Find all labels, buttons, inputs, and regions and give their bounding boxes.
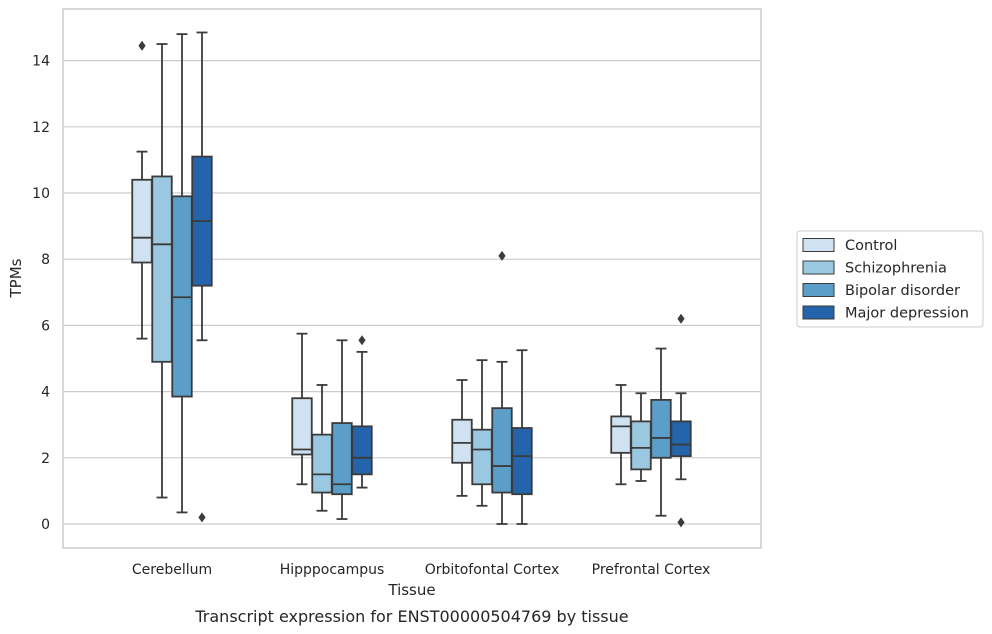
box-2-1 xyxy=(471,359,493,507)
plot-frame xyxy=(62,8,762,549)
box-0-2 xyxy=(171,33,193,514)
box-iqr xyxy=(451,418,473,464)
x-tick-label: Hipppocampus xyxy=(280,562,385,578)
box-iqr xyxy=(630,420,652,471)
legend-swatch xyxy=(802,283,835,297)
x-tick-label: Orbitofontal Cortex xyxy=(425,562,560,578)
legend-label: Major depression xyxy=(845,306,969,322)
y-tick-label-2: 2 xyxy=(41,451,50,467)
legend-label: Control xyxy=(845,238,897,254)
box-iqr xyxy=(291,397,313,456)
legend-items: Control Schizophrenia Bipolar disorder Majo… xyxy=(802,238,969,322)
box-iqr xyxy=(511,427,533,496)
outlier-point xyxy=(498,250,506,261)
box-0-0 xyxy=(131,40,153,340)
box-1-1 xyxy=(311,384,333,512)
box-iqr xyxy=(650,398,672,459)
box-iqr xyxy=(151,175,173,363)
y-axis-ticks: 0 2 4 6 8 10 12 14 xyxy=(32,54,50,533)
box-iqr xyxy=(610,415,632,454)
box-plot-series xyxy=(131,31,692,528)
legend: Control Schizophrenia Bipolar disorder Majo… xyxy=(796,230,984,328)
outlier-point xyxy=(358,335,366,346)
legend-swatch xyxy=(802,260,835,275)
box-iqr xyxy=(471,428,493,486)
box-2-3 xyxy=(511,349,533,525)
box-iqr xyxy=(491,407,513,494)
y-tick-label-0: 0 xyxy=(41,517,50,533)
x-tick-label: Prefrontal Cortex xyxy=(592,562,711,578)
y-tick-label-8: 8 xyxy=(41,252,50,268)
box-3-0 xyxy=(610,384,632,486)
y-tick-label-12: 12 xyxy=(32,120,50,136)
x-axis-label: Tissue xyxy=(387,581,435,599)
y-tick-label-6: 6 xyxy=(41,318,50,334)
box-iqr xyxy=(351,425,373,476)
legend-label: Bipolar disorder xyxy=(845,283,960,299)
box-1-3 xyxy=(351,335,373,489)
box-iqr xyxy=(311,433,333,494)
y-tick-label-10: 10 xyxy=(32,186,50,202)
box-iqr xyxy=(670,420,692,458)
legend-frame xyxy=(796,230,984,328)
box-3-1 xyxy=(630,392,652,482)
legend-label: Schizophrenia xyxy=(845,261,947,277)
box-iqr xyxy=(131,178,153,264)
chart-caption: Transcript expression for ENST0000050476… xyxy=(194,607,628,626)
box-0-1 xyxy=(151,43,173,499)
outlier-point xyxy=(677,517,685,528)
legend-swatch xyxy=(802,305,835,320)
legend-swatch xyxy=(802,238,835,252)
box-3-3 xyxy=(670,313,692,528)
y-tick-label-4: 4 xyxy=(41,385,50,401)
box-3-2 xyxy=(650,347,672,517)
x-axis-ticks: Cerebellum Hipppocampus Orbitofontal Corte… xyxy=(132,562,710,578)
box-1-0 xyxy=(291,332,313,486)
outlier-point xyxy=(198,512,206,523)
box-0-3 xyxy=(191,31,213,523)
y-axis-label: TPMs xyxy=(7,258,25,298)
x-tick-label: Cerebellum xyxy=(132,562,212,578)
outlier-point xyxy=(138,40,146,51)
y-tick-label-14: 14 xyxy=(32,54,50,70)
outlier-point xyxy=(677,313,685,324)
box-2-2 xyxy=(491,250,513,525)
box-2-0 xyxy=(451,379,473,497)
box-1-2 xyxy=(331,339,353,520)
